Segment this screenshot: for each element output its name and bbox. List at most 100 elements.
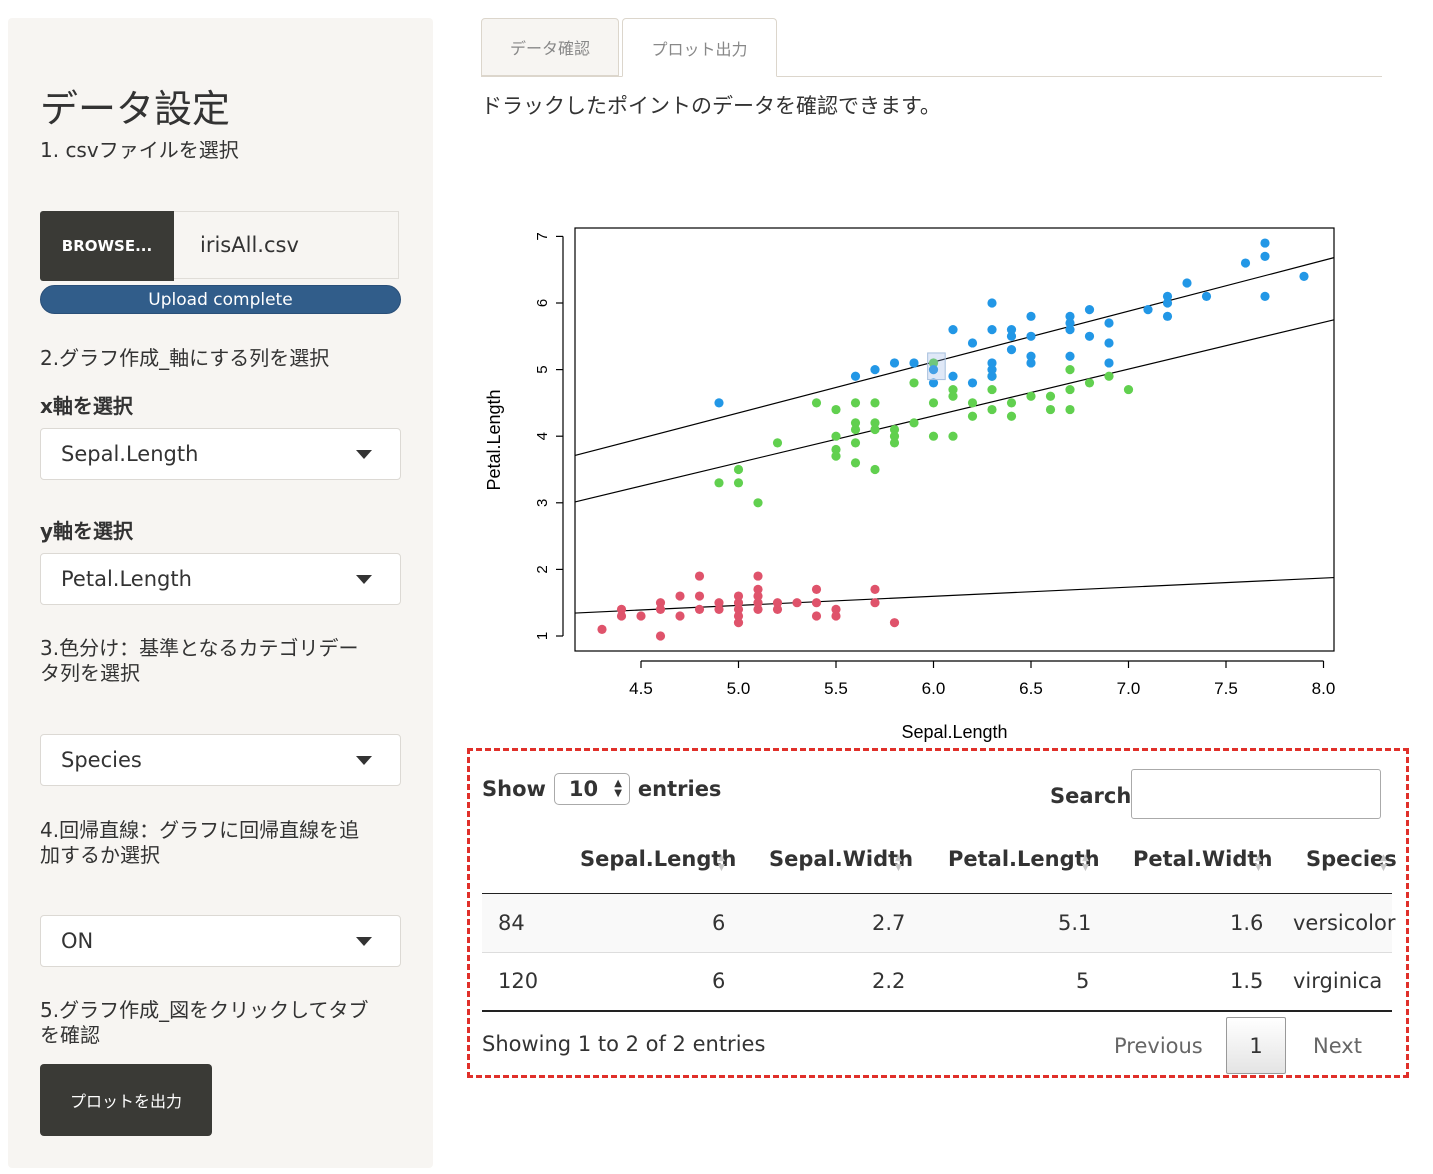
data-point[interactable]: [694, 571, 705, 581]
data-point[interactable]: [1084, 305, 1095, 315]
data-point[interactable]: [655, 631, 666, 641]
data-point[interactable]: [1065, 325, 1075, 335]
data-point[interactable]: [733, 618, 744, 628]
data-point[interactable]: [811, 598, 822, 608]
data-point[interactable]: [753, 604, 763, 614]
data-point[interactable]: [928, 431, 939, 441]
data-point[interactable]: [1201, 291, 1212, 301]
data-point[interactable]: [831, 611, 841, 621]
data-point[interactable]: [753, 598, 763, 608]
data-point[interactable]: [1123, 384, 1134, 395]
data-point[interactable]: [1260, 291, 1270, 301]
data-point[interactable]: [714, 604, 724, 614]
data-point[interactable]: [733, 478, 744, 488]
data-point[interactable]: [1045, 404, 1056, 415]
data-point[interactable]: [948, 391, 958, 401]
data-point[interactable]: [850, 418, 861, 428]
data-point[interactable]: [733, 604, 744, 614]
data-point[interactable]: [616, 611, 627, 621]
y-axis-select[interactable]: Petal.Length: [40, 553, 401, 605]
data-point[interactable]: [987, 298, 997, 308]
data-point[interactable]: [870, 418, 880, 428]
data-point[interactable]: [967, 411, 978, 421]
data-point[interactable]: [1006, 331, 1017, 341]
data-point[interactable]: [987, 365, 997, 375]
previous-page-button[interactable]: Previous: [1114, 1034, 1203, 1058]
data-point[interactable]: [909, 378, 919, 388]
data-point[interactable]: [811, 584, 822, 594]
sort-icon[interactable]: ▲ ▼: [718, 853, 725, 873]
file-name-field[interactable]: irisAll.csv: [174, 211, 399, 279]
data-point[interactable]: [948, 384, 958, 395]
sort-icon[interactable]: ▲ ▼: [1082, 853, 1089, 873]
data-point[interactable]: [909, 418, 919, 428]
data-point[interactable]: [987, 384, 997, 395]
data-point[interactable]: [1045, 391, 1056, 401]
data-point[interactable]: [928, 365, 939, 375]
tab-plot-output[interactable]: プロット出力: [622, 18, 777, 77]
data-point[interactable]: [850, 371, 861, 381]
data-point[interactable]: [831, 431, 841, 441]
data-point[interactable]: [870, 598, 880, 608]
data-point[interactable]: [792, 598, 802, 608]
data-point[interactable]: [1026, 358, 1036, 368]
data-point[interactable]: [1143, 305, 1153, 315]
data-point[interactable]: [772, 438, 783, 448]
data-point[interactable]: [1240, 258, 1251, 268]
column-header-sepal-length[interactable]: Sepal.Length: [580, 847, 737, 871]
data-point[interactable]: [1182, 278, 1192, 288]
data-point[interactable]: [870, 398, 880, 408]
data-point[interactable]: [967, 378, 978, 388]
data-point[interactable]: [714, 478, 724, 488]
data-point[interactable]: [831, 604, 841, 614]
data-point[interactable]: [987, 358, 997, 368]
data-point[interactable]: [616, 604, 627, 614]
data-point[interactable]: [811, 611, 822, 621]
page-1-button[interactable]: 1: [1226, 1017, 1286, 1074]
x-axis-select[interactable]: Sepal.Length: [40, 428, 401, 480]
regression-select[interactable]: ON: [40, 915, 401, 967]
plot-output-button[interactable]: プロットを出力: [40, 1064, 212, 1136]
browse-button[interactable]: BROWSE...: [40, 211, 174, 281]
data-point[interactable]: [928, 358, 939, 368]
data-point[interactable]: [675, 611, 685, 621]
data-point[interactable]: [811, 398, 822, 408]
data-point[interactable]: [948, 431, 958, 441]
tab-data-check[interactable]: データ確認: [481, 18, 619, 76]
column-header-petal-width[interactable]: Petal.Width: [1133, 847, 1273, 871]
data-point[interactable]: [850, 438, 861, 448]
data-point[interactable]: [928, 378, 939, 388]
data-point[interactable]: [850, 424, 861, 435]
data-point[interactable]: [1065, 384, 1075, 395]
color-column-select[interactable]: Species: [40, 734, 401, 786]
data-point[interactable]: [889, 431, 900, 441]
data-point[interactable]: [909, 358, 919, 368]
data-point[interactable]: [1006, 325, 1017, 335]
data-point[interactable]: [1026, 331, 1036, 341]
next-page-button[interactable]: Next: [1313, 1034, 1362, 1058]
column-header-species[interactable]: Species: [1306, 847, 1397, 871]
data-point[interactable]: [928, 398, 939, 408]
data-point[interactable]: [733, 464, 744, 475]
data-point[interactable]: [597, 624, 607, 634]
data-point[interactable]: [772, 598, 783, 608]
data-point[interactable]: [850, 458, 861, 468]
sort-icon[interactable]: ▲ ▼: [895, 853, 902, 873]
data-point[interactable]: [1104, 338, 1114, 348]
data-point[interactable]: [1104, 358, 1114, 368]
data-point[interactable]: [870, 365, 880, 375]
data-point[interactable]: [1162, 291, 1173, 301]
data-point[interactable]: [1162, 298, 1173, 308]
data-point[interactable]: [1104, 371, 1114, 381]
data-point[interactable]: [753, 591, 763, 601]
data-point[interactable]: [1006, 345, 1017, 355]
data-point[interactable]: [987, 404, 997, 415]
data-point[interactable]: [870, 464, 880, 475]
data-point[interactable]: [831, 444, 841, 455]
sort-icon[interactable]: ▲ ▼: [1255, 853, 1262, 873]
data-point[interactable]: [1006, 398, 1017, 408]
data-point[interactable]: [1065, 365, 1075, 375]
file-input[interactable]: BROWSE... irisAll.csv: [40, 211, 401, 281]
data-point[interactable]: [733, 611, 744, 621]
data-point[interactable]: [636, 611, 646, 621]
